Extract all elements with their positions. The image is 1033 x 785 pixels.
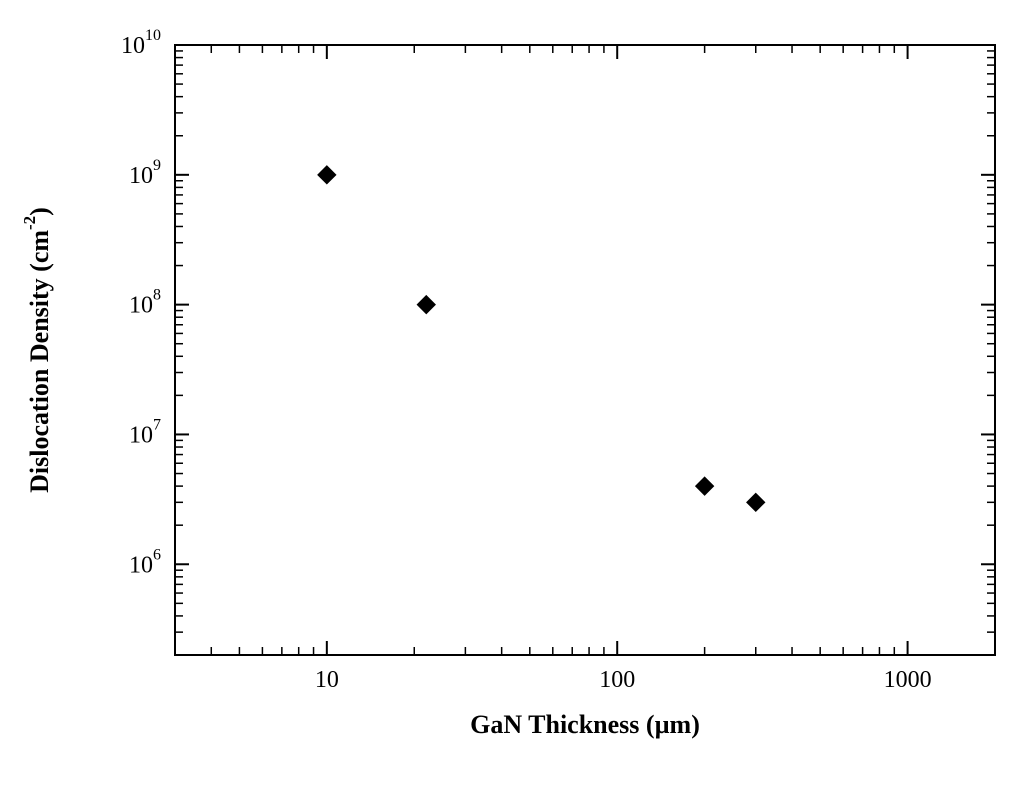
y-tick-label: 108	[129, 287, 161, 319]
x-tick-label: 10	[315, 667, 339, 693]
x-tick-label: 100	[599, 667, 635, 693]
data-point	[696, 477, 714, 495]
scatter-chart: 10 100 1000 106 107 108 109 1010 GaN Thickness (…	[0, 0, 1033, 785]
plot-box	[175, 45, 995, 655]
chart-container: 10 100 1000 106 107 108 109 1010 GaN Thickness (…	[0, 0, 1033, 785]
x-axis-label: GaN Thickness (µm)	[470, 710, 700, 739]
data-point	[747, 493, 765, 511]
y-tick-label: 1010	[121, 27, 161, 59]
data-point	[417, 296, 435, 314]
x-tick-label: 1000	[884, 667, 932, 693]
y-tick-label: 107	[129, 416, 161, 448]
y-axis-label: Dislocation Density (cm-2)	[20, 207, 54, 493]
y-tick-label: 106	[129, 546, 161, 578]
y-tick-label: 109	[129, 157, 161, 189]
data-point	[318, 166, 336, 184]
